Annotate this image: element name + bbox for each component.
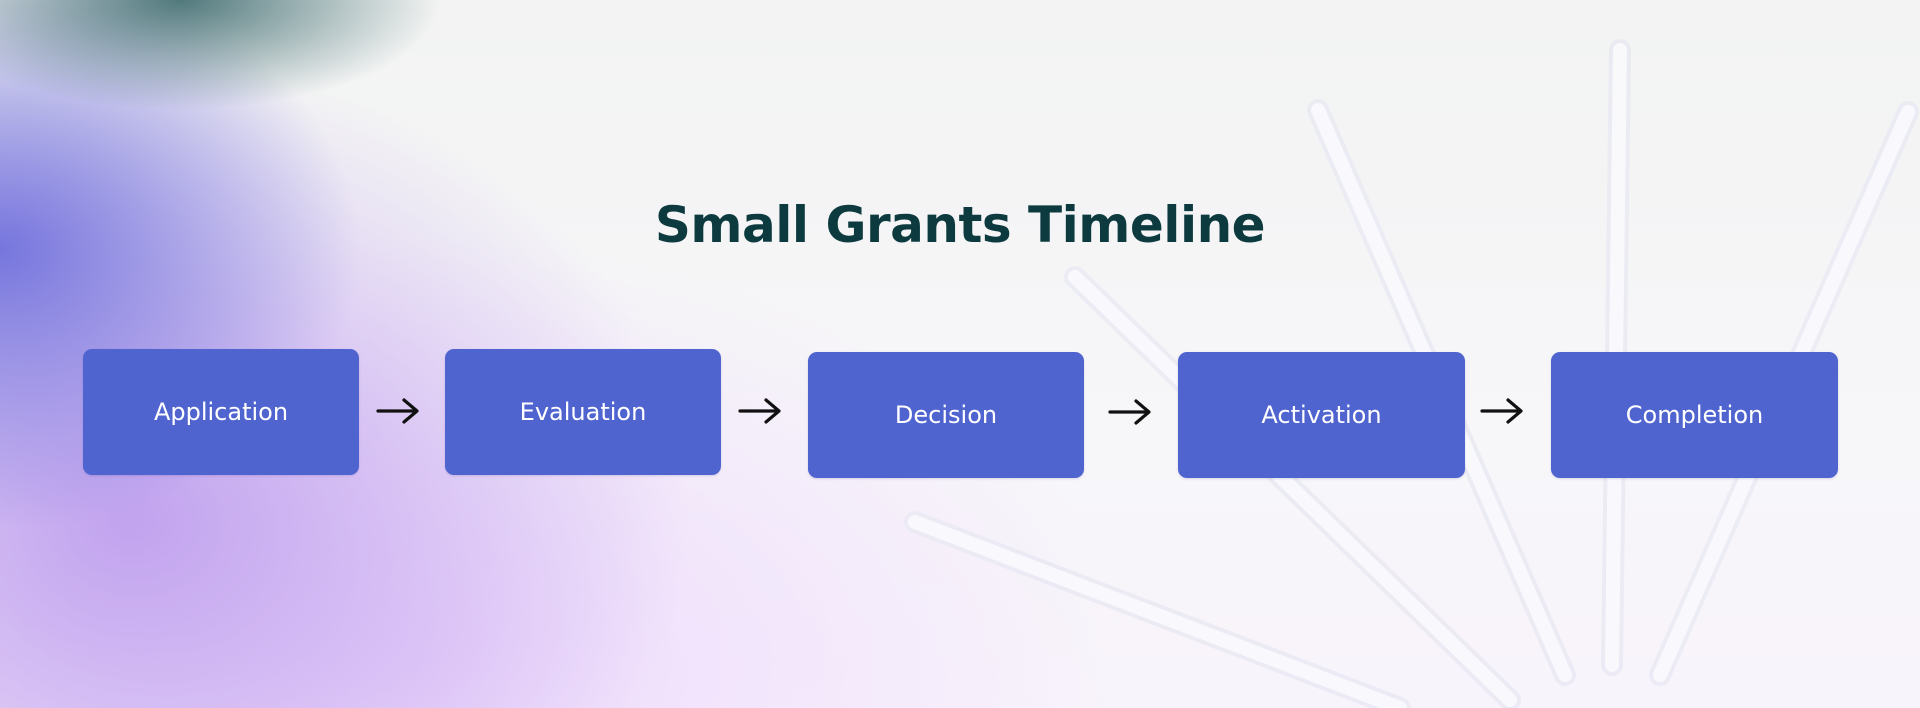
step-decision: Decision <box>808 352 1084 478</box>
step-label: Decision <box>894 401 998 429</box>
step-label: Activation <box>1261 401 1382 429</box>
ray-line-inner <box>908 515 1407 708</box>
step-label: Evaluation <box>519 398 647 426</box>
diagram-title: Small Grants Timeline <box>654 196 1266 254</box>
ray-line-inner <box>1068 270 1517 707</box>
step-completion: Completion <box>1551 352 1838 478</box>
step-label: Application <box>153 398 289 426</box>
step-application: Application <box>83 349 359 475</box>
arrow-right-icon <box>1480 398 1523 424</box>
arrow-right-icon <box>376 398 419 424</box>
arrow-right-icon <box>1108 399 1151 425</box>
arrow-right-icon <box>738 398 781 424</box>
step-evaluation: Evaluation <box>445 349 721 475</box>
step-activation: Activation <box>1178 352 1465 478</box>
step-label: Completion <box>1625 401 1764 429</box>
